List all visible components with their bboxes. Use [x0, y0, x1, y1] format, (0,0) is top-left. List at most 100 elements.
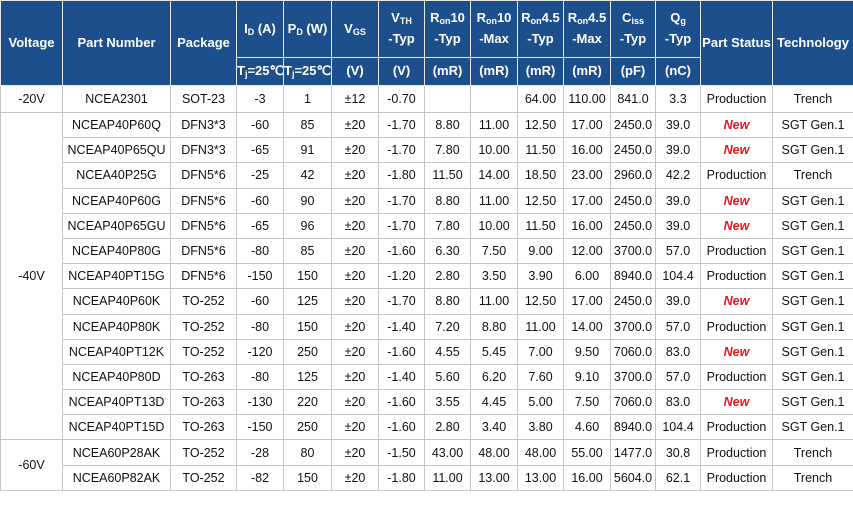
header-text: 10	[450, 10, 465, 26]
header-cell: VGS	[331, 0, 379, 58]
data-cell: NCEAP40PT15D	[62, 414, 171, 441]
header-subscript: D	[247, 26, 255, 37]
data-cell: -150	[236, 263, 284, 290]
data-cell: NCEAP40PT15G	[62, 263, 171, 290]
data-row: NCEA40P25G DFN5*6 -25 42 ±20 -1.80 11.50 14.00 1…	[1, 162, 853, 189]
data-cell: -1.60	[378, 237, 425, 265]
data-cell: 13.00	[470, 464, 518, 491]
data-cell: ±20	[331, 338, 379, 365]
data-cell: 11.00	[470, 187, 518, 214]
data-cell: -1.60	[378, 389, 425, 416]
data-cell: -1.40	[378, 363, 425, 391]
header-subscript: on	[577, 16, 589, 27]
data-cell: 2450.0	[610, 288, 656, 315]
data-cell: DFN5*6	[170, 187, 237, 214]
data-cell: -120	[236, 338, 284, 365]
data-cell: NCEAP40P80G	[62, 237, 171, 265]
data-cell: New	[700, 137, 773, 164]
data-row: NCEAP40PT13D TO-263 -130 220 ±20 -1.60 3.55 4.4…	[1, 389, 853, 416]
data-cell: 3.90	[517, 263, 564, 290]
header-line: Ron4.5	[518, 8, 563, 29]
data-cell: 8.80	[424, 187, 471, 214]
data-cell: DFN5*6	[170, 237, 237, 265]
data-cell: 3.50	[470, 263, 518, 290]
header-text: (mR)	[572, 63, 602, 79]
table-body: -20V NCEA2301 SOT-23 -3 1 ±12 -0.70 64.00 110.00…	[0, 85, 853, 491]
header-cell: Part Status	[700, 0, 773, 86]
data-cell: NCEA60P28AK	[62, 439, 171, 466]
header-line: PD (W)	[284, 19, 331, 40]
header-line: Package	[171, 33, 236, 53]
data-cell: DFN3*3	[170, 137, 237, 164]
data-cell: New	[700, 389, 773, 416]
data-cell: 16.00	[563, 137, 611, 164]
data-cell: 64.00	[517, 85, 564, 113]
header-text: -Typ	[434, 31, 461, 47]
data-cell: 80	[283, 439, 332, 466]
header-text: R	[567, 10, 578, 26]
data-cell: ±20	[331, 288, 379, 315]
header-unit-cell: (mR)	[424, 57, 471, 86]
data-cell: -0.70	[378, 85, 425, 113]
data-cell: 841.0	[610, 85, 656, 113]
data-cell: New	[700, 111, 773, 139]
data-cell: 8.80	[424, 111, 471, 139]
data-cell: 4.55	[424, 338, 471, 365]
data-row: NCEAP40P80K TO-252 -80 150 ±20 -1.40 7.20 8.80 1…	[1, 313, 853, 340]
data-cell: ±20	[331, 162, 379, 189]
header-unit-cell: (pF)	[610, 57, 656, 86]
data-cell: ±12	[331, 85, 379, 113]
data-cell: 11.00	[517, 313, 564, 340]
data-cell: DFN3*3	[170, 111, 237, 139]
data-cell: SGT Gen.1	[772, 414, 853, 441]
data-cell: 12.50	[517, 187, 564, 214]
header-text: R	[430, 10, 440, 26]
data-cell: 220	[283, 389, 332, 416]
header-text: Part Number	[77, 34, 156, 50]
data-cell: -80	[236, 363, 284, 391]
data-row: NCEAP40PT15G DFN5*6 -150 150 ±20 -1.20 2.80 3.5…	[1, 263, 853, 290]
header-text: (nC)	[665, 63, 691, 79]
data-cell: Production	[700, 439, 773, 466]
data-cell: ±20	[331, 111, 379, 139]
data-cell: 11.00	[470, 288, 518, 315]
data-cell: NCEAP40P80D	[62, 363, 171, 391]
header-line: (mR)	[425, 61, 470, 81]
data-cell: -60	[236, 288, 284, 315]
header-line: -Max	[471, 29, 517, 49]
header-line: Ron10	[425, 8, 470, 29]
header-text: 4.5	[541, 10, 560, 26]
data-cell: 17.00	[563, 288, 611, 315]
data-cell: NCEAP40P80K	[62, 313, 171, 340]
data-cell: 57.0	[655, 363, 701, 391]
header-line: Ciss	[611, 8, 655, 29]
header-cell: Voltage	[0, 0, 63, 86]
header-text: R	[521, 10, 531, 26]
header-text: Q	[670, 10, 681, 26]
header-cell: Ron4.5 -Typ	[517, 0, 564, 58]
header-line: Tj=25℃	[284, 61, 331, 82]
data-cell: ±20	[331, 363, 379, 391]
data-cell: -1.60	[378, 414, 425, 441]
data-cell: -25	[236, 162, 284, 189]
data-cell: 55.00	[563, 439, 611, 466]
header-text: -Typ	[527, 31, 554, 47]
data-cell: 11.50	[517, 212, 564, 239]
data-cell: 7.60	[517, 363, 564, 391]
data-cell: -80	[236, 237, 284, 265]
data-cell: Production	[700, 414, 773, 441]
data-cell: -65	[236, 212, 284, 239]
data-cell: -60	[236, 111, 284, 139]
data-cell: ±20	[331, 263, 379, 290]
data-cell: 150	[283, 464, 332, 491]
data-row: -40V NCEAP40P60Q DFN3*3 -60 85 ±20 -1.70 8.80 11…	[0, 111, 853, 441]
data-cell: New	[700, 187, 773, 214]
data-cell: 8940.0	[610, 414, 656, 441]
data-cell: 57.0	[655, 313, 701, 340]
data-cell: -80	[236, 313, 284, 340]
header-subscript: TH	[399, 16, 412, 27]
header-line: Tj=25℃	[237, 61, 284, 82]
data-cell: -82	[236, 464, 284, 491]
data-cell: 6.00	[563, 263, 611, 290]
